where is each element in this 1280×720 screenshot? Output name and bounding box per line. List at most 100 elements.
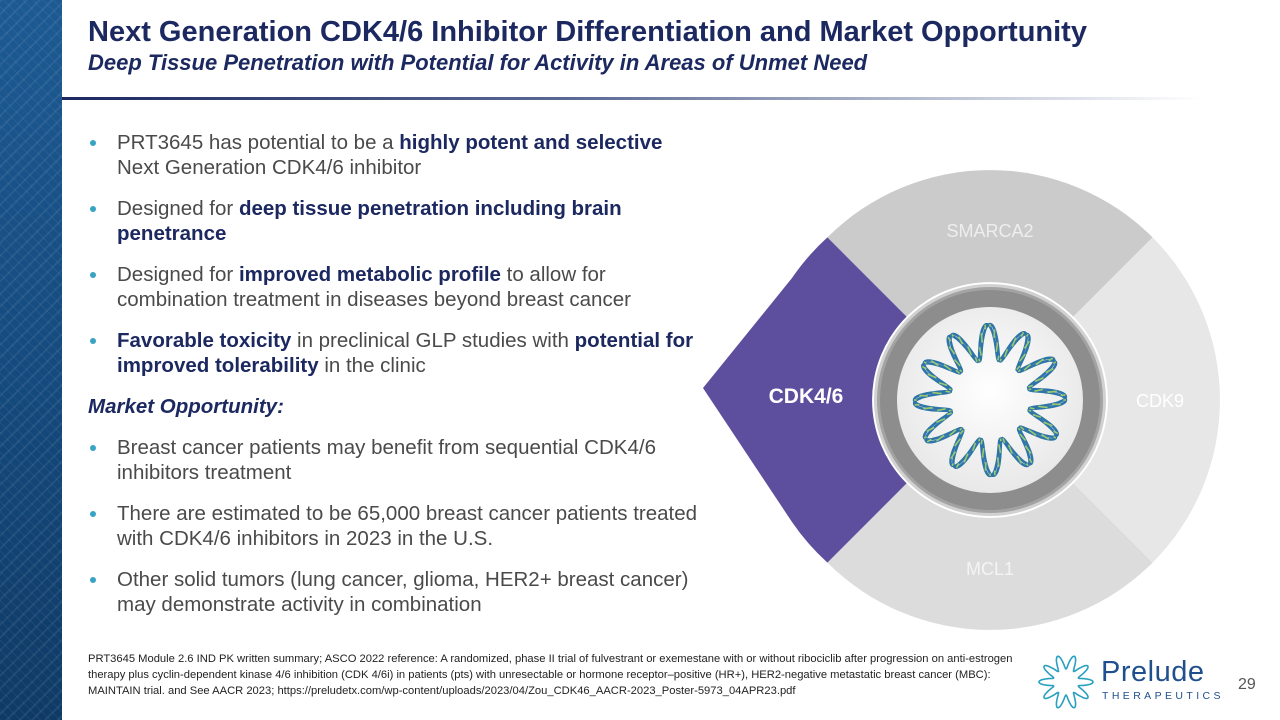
bullet-dot-icon — [90, 511, 96, 517]
helix-rung — [951, 463, 954, 467]
segment-cdk9 — [1073, 237, 1220, 563]
market-bullet-sequential: Breast cancer patients may benefit from … — [88, 435, 708, 485]
helix-rung — [936, 434, 945, 442]
helix-rung — [978, 347, 982, 356]
helix-rung — [998, 444, 1002, 453]
bullet-toxicity: Favorable toxicity in preclinical GLP st… — [88, 328, 708, 378]
helix-rung — [1032, 413, 1042, 419]
helix-rung — [963, 453, 969, 463]
helix-rung — [959, 427, 963, 431]
segment-mcl1 — [827, 483, 1153, 630]
helix-rung — [945, 390, 951, 393]
helix-rung — [1016, 365, 1021, 371]
side-decorative-bar — [0, 0, 62, 720]
content-column: PRT3645 has potential to be a highly pot… — [88, 130, 708, 633]
helix-rung — [953, 358, 961, 367]
helix-rung — [946, 412, 952, 416]
page-subtitle: Deep Tissue Penetration with Potential f… — [88, 50, 868, 75]
bullet-dot-icon — [90, 445, 96, 451]
logo-name: Prelude — [1101, 656, 1205, 688]
helix-rung — [948, 346, 956, 355]
helix-rung — [1047, 390, 1057, 394]
inner-ring-highlight — [874, 284, 1106, 516]
helix-rung — [1029, 407, 1035, 410]
helix-rung — [984, 462, 987, 471]
helix-rung — [1017, 369, 1021, 373]
helix-rung — [948, 388, 952, 391]
bullet-dot-icon — [90, 140, 96, 146]
prelude-logo: Prelude THERAPEUTICS — [1036, 652, 1221, 712]
helix-rung — [923, 406, 933, 410]
helix-rung — [1019, 426, 1025, 431]
helix-rung — [1028, 409, 1032, 412]
helix-rung — [1020, 331, 1025, 337]
logo-subtitle: THERAPEUTICS — [1102, 690, 1224, 702]
helix-rung — [948, 409, 952, 412]
helix-rung — [919, 394, 928, 397]
helix-rung — [1048, 357, 1054, 362]
footnote: PRT3645 Module 2.6 IND PK written summar… — [88, 653, 1013, 697]
helix-rung — [999, 358, 1002, 362]
helix-rung — [1043, 421, 1053, 427]
helix-rung — [943, 364, 952, 372]
helix-rung — [980, 439, 983, 445]
helix-rung — [951, 333, 954, 337]
helix-rung — [1023, 340, 1030, 349]
helix-rung — [1028, 428, 1037, 436]
helix-rung — [1018, 353, 1026, 362]
helix-rung — [1007, 444, 1013, 454]
helix-rung — [955, 463, 960, 469]
helix-rung — [978, 438, 981, 442]
helix-rung — [1045, 367, 1054, 374]
bullet-metabolic-profile: Designed for improved metabolic profile … — [88, 262, 708, 312]
helix-rung — [1041, 433, 1050, 440]
helix-rung — [1028, 388, 1032, 391]
helix-rung — [932, 391, 942, 395]
helix-rung — [981, 448, 985, 458]
prelude-star-icon — [1038, 655, 1094, 709]
helix-rung — [921, 365, 927, 370]
label-cdk9: CDK9 — [1136, 391, 1184, 411]
helix-rung — [1024, 445, 1032, 454]
helix-rung — [996, 457, 1000, 467]
helix-rung — [997, 355, 1000, 361]
helix-rung — [950, 451, 957, 460]
center-disc — [897, 307, 1083, 493]
helix-rung — [1026, 463, 1029, 467]
bullet-potency: PRT3645 has potential to be a highly pot… — [88, 130, 708, 180]
label-mcl1: MCL1 — [966, 559, 1014, 579]
label-smarca2: SMARCA2 — [946, 221, 1033, 241]
helix-rung — [995, 342, 999, 352]
helix-rung — [1053, 361, 1057, 364]
helix-rung — [955, 369, 961, 374]
helix-rung — [1038, 405, 1048, 409]
helix-rung — [1034, 388, 1043, 392]
helix-rung — [967, 346, 973, 356]
segment-cdk4-6 — [703, 237, 907, 563]
helix-rung — [971, 442, 977, 452]
helix-rung — [938, 381, 948, 387]
helix-rung — [1034, 377, 1044, 383]
helix-rung — [999, 438, 1002, 442]
target-ring-diagram: SMARCA2 CDK9 MCL1 CDK4/6 — [703, 170, 1220, 630]
helix-rung — [1019, 433, 1027, 442]
helix-rung — [937, 408, 946, 412]
helix-rung — [1053, 436, 1057, 439]
helix-rung — [993, 329, 996, 338]
helix-rung — [1052, 403, 1061, 406]
helix-rung — [974, 356, 978, 362]
page-title: Next Generation CDK4/6 Inhibitor Differe… — [88, 16, 1087, 48]
dna-helix-icon — [912, 322, 1068, 478]
helix-rung — [1023, 363, 1032, 371]
helix-rung — [1003, 348, 1009, 358]
helix-rung — [923, 361, 927, 364]
label-cdk4-6: CDK4/6 — [769, 385, 844, 408]
helix-rung — [978, 358, 981, 362]
bullet-dot-icon — [90, 272, 96, 278]
helix-rung — [948, 429, 957, 437]
helix-rung — [926, 438, 932, 443]
market-opportunity-heading: Market Opportunity: — [88, 395, 284, 418]
market-bullet-solid-tumors: Other solid tumors (lung cancer, glioma,… — [88, 567, 708, 617]
helix-rung — [1016, 455, 1023, 464]
helix-rung — [1017, 427, 1021, 431]
